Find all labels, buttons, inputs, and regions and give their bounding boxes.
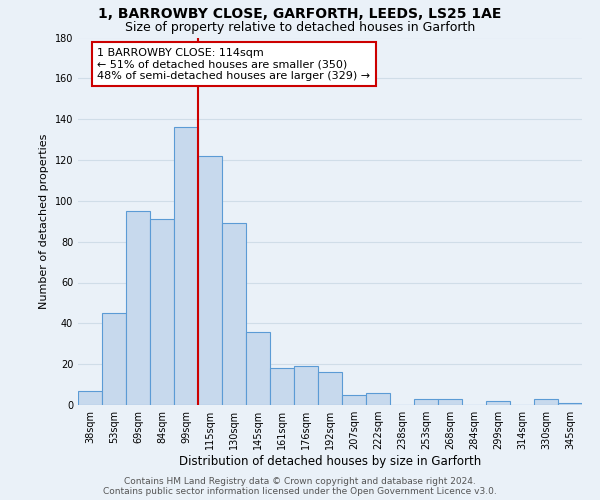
Bar	[270, 368, 294, 405]
Text: 1, BARROWBY CLOSE, GARFORTH, LEEDS, LS25 1AE: 1, BARROWBY CLOSE, GARFORTH, LEEDS, LS25…	[98, 8, 502, 22]
Bar	[558, 403, 582, 405]
Text: Contains HM Land Registry data © Crown copyright and database right 2024.
Contai: Contains HM Land Registry data © Crown c…	[103, 476, 497, 496]
Bar	[294, 366, 318, 405]
Bar	[438, 399, 462, 405]
Bar	[246, 332, 270, 405]
Bar	[174, 128, 198, 405]
Bar	[414, 399, 438, 405]
Bar	[150, 219, 174, 405]
Bar	[534, 399, 558, 405]
Bar	[486, 401, 510, 405]
X-axis label: Distribution of detached houses by size in Garforth: Distribution of detached houses by size …	[179, 455, 481, 468]
Bar	[126, 211, 150, 405]
Bar	[366, 393, 390, 405]
Bar	[78, 390, 102, 405]
Bar	[318, 372, 342, 405]
Bar	[102, 313, 126, 405]
Text: 1 BARROWBY CLOSE: 114sqm
← 51% of detached houses are smaller (350)
48% of semi-: 1 BARROWBY CLOSE: 114sqm ← 51% of detach…	[97, 48, 370, 81]
Text: Size of property relative to detached houses in Garforth: Size of property relative to detached ho…	[125, 21, 475, 34]
Bar	[222, 224, 246, 405]
Bar	[342, 395, 366, 405]
Bar	[198, 156, 222, 405]
Y-axis label: Number of detached properties: Number of detached properties	[39, 134, 49, 309]
